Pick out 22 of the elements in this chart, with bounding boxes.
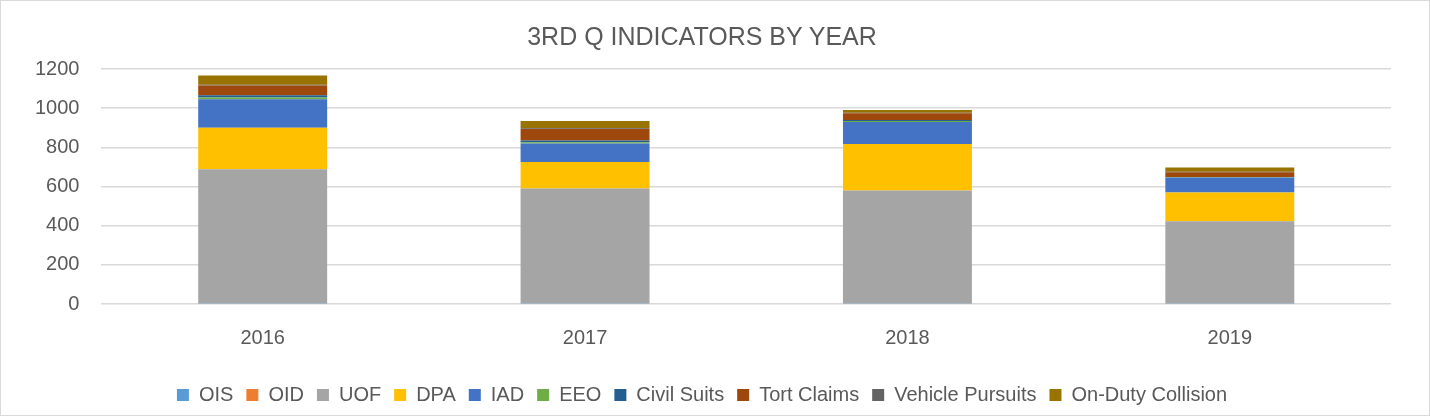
y-tick-label: 800 [46,134,80,157]
x-tick-label: 2016 [240,325,285,348]
legend-label: On-Duty Collision [1071,382,1228,405]
y-tick-label: 400 [46,213,80,236]
y-tick-label: 1000 [34,95,80,118]
legend-label: DPA [416,382,457,405]
y-tick-label: 200 [46,252,80,275]
chart-title: 3RD Q INDICATORS BY YEAR [527,21,877,50]
legend-label: Vehicle Pursuits [894,382,1037,405]
legend-label: IAD [490,382,525,405]
x-tick-label: 2017 [562,325,608,348]
x-tick-label: 2019 [1207,325,1253,348]
legend-label: UOF [338,382,382,405]
x-tick-label: 2018 [885,325,930,348]
y-tick-label: 600 [46,174,80,197]
legend-label: OID [268,382,304,405]
legend-label: Civil Suits [636,382,725,405]
legend-label: OIS [198,382,234,405]
y-tick-label: 1200 [34,56,80,79]
y-tick-label: 0 [68,291,80,314]
legend-label: Tort Claims [759,382,860,405]
legend-label: EEO [559,382,602,405]
